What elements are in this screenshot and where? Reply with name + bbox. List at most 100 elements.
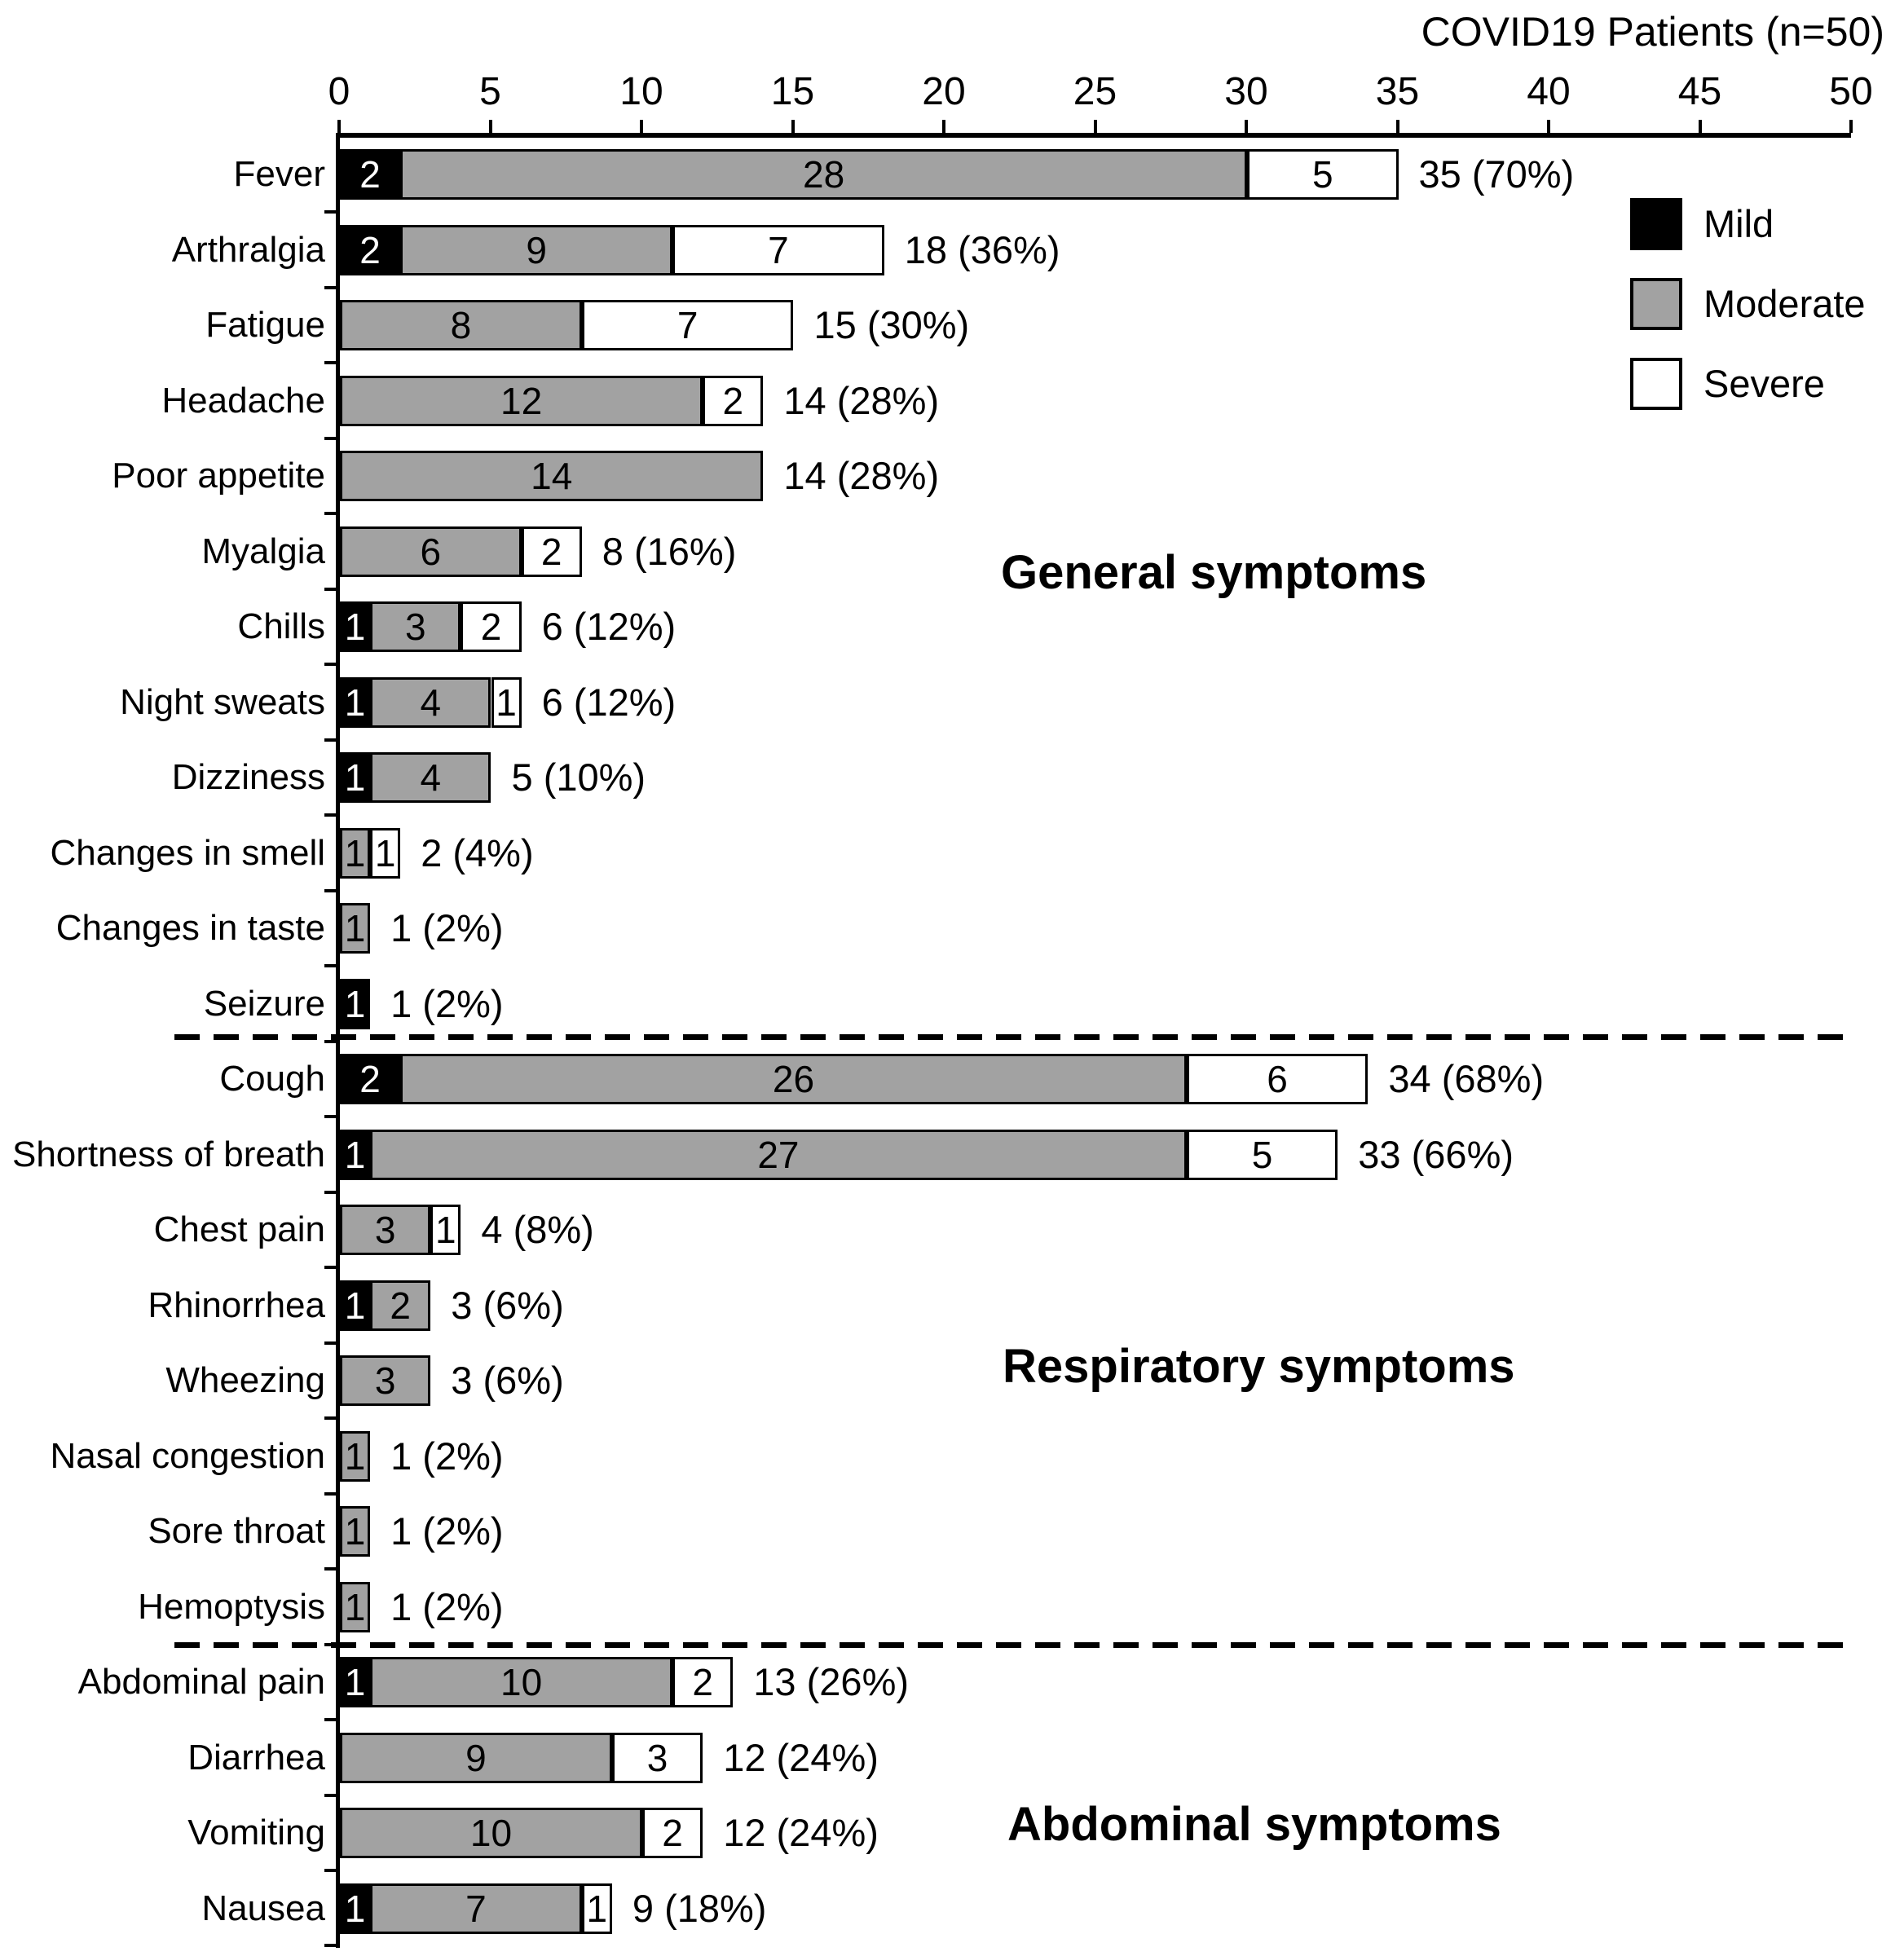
bar-segment-moderate: 26 (400, 1054, 1187, 1104)
bar-segment-mild: 1 (340, 752, 371, 803)
total-label: 1 (2%) (390, 1509, 504, 1553)
bar-segment-moderate: 14 (340, 451, 764, 501)
x-axis-tick (1698, 120, 1702, 133)
bar-segment-mild: 1 (340, 979, 371, 1029)
total-label: 8 (16%) (602, 530, 737, 573)
bar-segment-severe: 6 (1186, 1054, 1368, 1104)
bar-segment-severe: 2 (703, 376, 764, 426)
legend-swatch-mild-icon (1630, 198, 1682, 250)
total-label: 3 (6%) (451, 1284, 564, 1327)
row-boundary-tick (324, 1869, 336, 1872)
bar-segment-moderate: 7 (370, 1883, 582, 1934)
total-label: 9 (18%) (632, 1887, 767, 1930)
row-boundary-tick (324, 889, 336, 892)
x-axis-tick-label: 35 (1375, 70, 1420, 113)
section-separator-line (174, 1642, 1851, 1648)
bar-segment-moderate: 12 (340, 376, 703, 426)
category-label: Changes in smell (50, 833, 326, 873)
row-boundary-tick (324, 588, 336, 591)
total-label: 12 (24%) (723, 1736, 879, 1779)
x-axis-tick (1093, 120, 1097, 133)
bar-segment-severe: 2 (521, 526, 582, 577)
category-label: Changes in taste (55, 908, 325, 948)
row-boundary-tick (324, 361, 336, 364)
row-boundary-tick (324, 286, 336, 289)
row-boundary-tick (324, 437, 336, 440)
total-label: 15 (30%) (813, 303, 970, 346)
total-label: 18 (36%) (904, 228, 1060, 271)
section-label: General symptoms (1001, 546, 1427, 599)
row-boundary-tick (324, 1416, 336, 1420)
x-axis-tick (1395, 120, 1399, 133)
bar-segment-moderate: 3 (340, 1355, 431, 1406)
bar-segment-moderate: 9 (400, 225, 673, 275)
total-label: 6 (12%) (541, 605, 677, 648)
row-boundary-tick (324, 1944, 336, 1947)
bar-segment-moderate: 3 (370, 601, 461, 652)
x-axis-tick (1547, 120, 1550, 133)
section-label: Abdominal symptoms (1007, 1798, 1501, 1851)
total-label: 2 (4%) (421, 831, 534, 874)
x-axis-tick-label: 20 (922, 70, 966, 113)
total-label: 1 (2%) (390, 906, 504, 949)
row-boundary-tick (324, 813, 336, 817)
bar-segment-moderate: 28 (400, 149, 1247, 200)
total-label: 34 (68%) (1388, 1057, 1545, 1100)
row-boundary-tick (324, 1492, 336, 1496)
bar-segment-moderate: 3 (340, 1205, 431, 1255)
x-axis-tick-label: 45 (1677, 70, 1722, 113)
bar-segment-moderate: 1 (340, 1506, 371, 1557)
bar-segment-moderate: 4 (370, 677, 491, 728)
bar-segment-mild: 2 (340, 1054, 401, 1104)
category-label: Seizure (203, 984, 325, 1024)
row-boundary-tick (324, 210, 336, 214)
x-axis-tick-label: 15 (770, 70, 815, 113)
total-label: 14 (28%) (783, 454, 940, 497)
bar-segment-mild: 1 (340, 1280, 371, 1331)
category-label: Fever (233, 154, 325, 194)
bar-segment-moderate: 1 (340, 903, 371, 954)
bar-segment-severe: 5 (1186, 1130, 1338, 1180)
bar-segment-moderate: 1 (340, 1431, 371, 1482)
section-label: Respiratory symptoms (1003, 1340, 1515, 1393)
x-axis-tick (1245, 120, 1248, 133)
total-label: 5 (10%) (511, 756, 646, 799)
total-label: 1 (2%) (390, 1434, 504, 1478)
legend-item-moderate: Moderate (1630, 278, 1866, 330)
legend-label-severe: Severe (1703, 362, 1825, 405)
bar-segment-severe: 2 (461, 601, 522, 652)
category-label: Night sweats (120, 682, 325, 722)
x-axis-tick (942, 120, 945, 133)
category-label: Sore throat (148, 1511, 325, 1551)
legend-item-severe: Severe (1630, 358, 1825, 410)
bar-segment-moderate: 9 (340, 1733, 612, 1783)
x-axis-tick (337, 120, 341, 133)
x-axis-tick-label: 10 (619, 70, 663, 113)
bar-segment-mild: 2 (340, 149, 401, 200)
bar-segment-mild: 1 (340, 1657, 371, 1707)
x-axis-tick-label: 30 (1224, 70, 1268, 113)
x-axis-tick-label: 5 (479, 70, 501, 113)
category-label: Fatigue (205, 305, 325, 345)
total-label: 6 (12%) (541, 681, 677, 724)
category-label: Abdominal pain (77, 1662, 325, 1702)
bar-segment-severe: 7 (672, 225, 884, 275)
bar-segment-severe: 2 (672, 1657, 734, 1707)
row-boundary-tick (324, 964, 336, 967)
category-label: Rhinorrhea (148, 1285, 325, 1325)
bar-segment-moderate: 4 (370, 752, 491, 803)
row-boundary-tick (324, 1794, 336, 1797)
row-boundary-tick (324, 512, 336, 515)
bar-segment-severe: 2 (642, 1808, 703, 1858)
x-axis-tick-label: 25 (1073, 70, 1117, 113)
x-axis-tick (791, 120, 795, 133)
y-axis-line (336, 133, 340, 1948)
category-label: Vomiting (187, 1813, 325, 1852)
category-label: Diarrhea (187, 1738, 325, 1778)
row-boundary-tick (324, 1191, 336, 1194)
total-label: 1 (2%) (390, 1585, 504, 1628)
category-label: Chills (237, 606, 325, 646)
section-separator-line (174, 1034, 1851, 1040)
row-boundary-tick (324, 1718, 336, 1721)
